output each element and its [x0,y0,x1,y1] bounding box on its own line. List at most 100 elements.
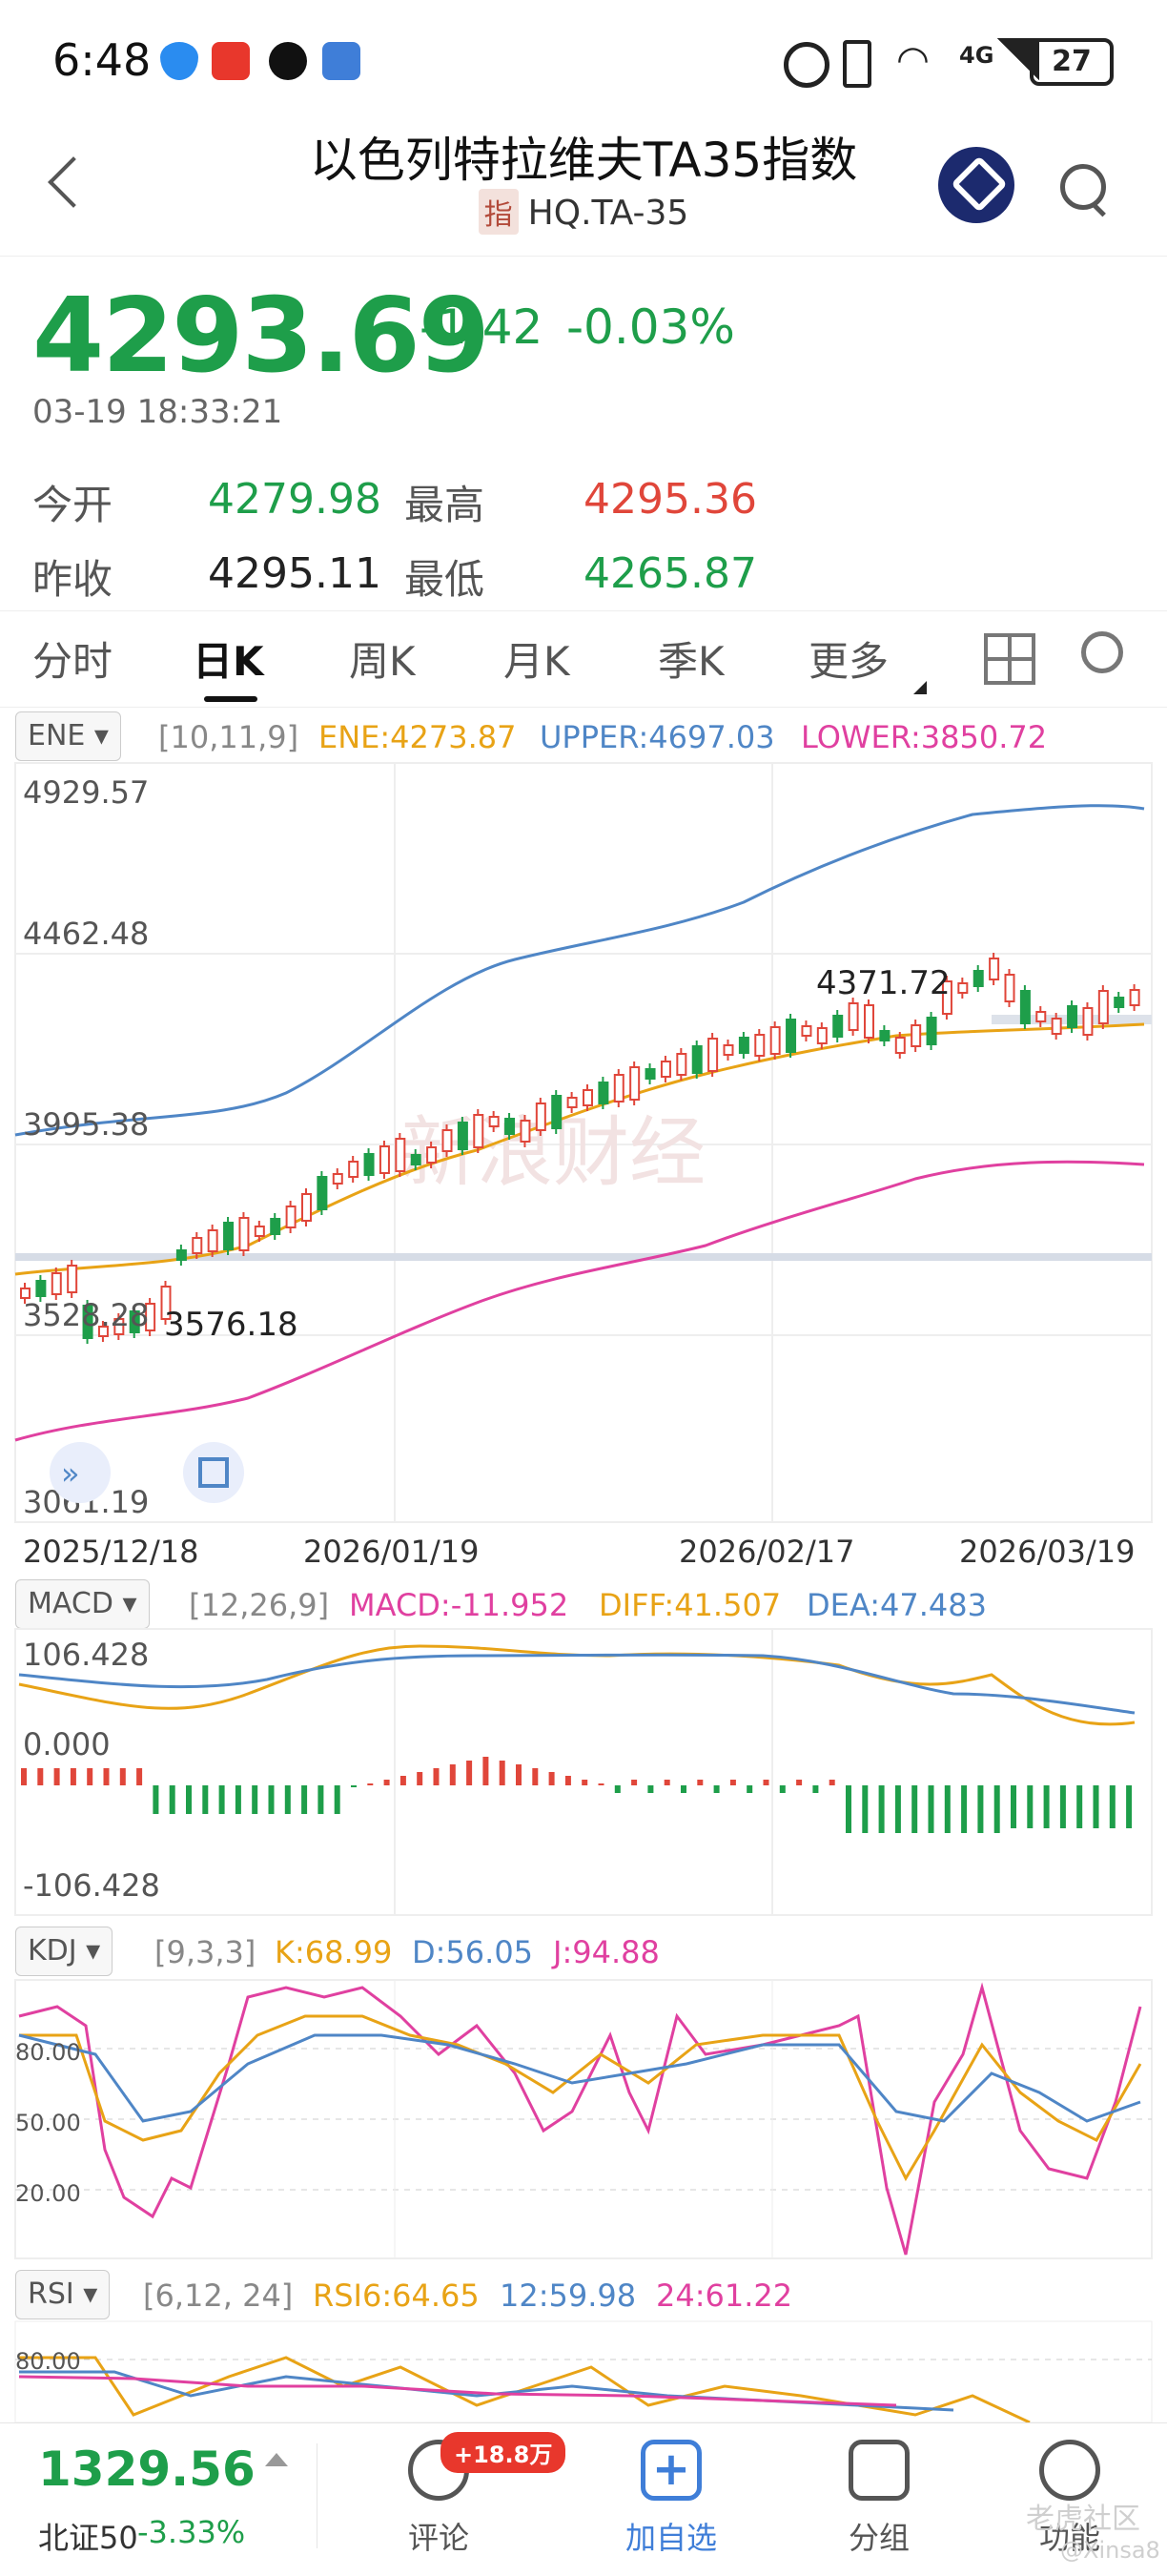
comment-label[interactable]: 评论 [408,2520,470,2556]
add-watchlist-label[interactable]: 加自选 [625,2520,718,2556]
candle [676,1053,687,1076]
fullscreen-button[interactable] [183,1442,244,1503]
candle [879,1030,891,1041]
add-watchlist-icon[interactable]: + [641,2440,702,2501]
candle [488,1116,500,1127]
kdj-y-20: 20.00 [15,2180,81,2207]
page-title: 以色列特拉维夫TA35指数 [309,133,858,188]
candle [957,982,969,994]
status-bar: 6:48 ◠ 4G 27 [0,0,1167,114]
candle [911,1024,922,1047]
wifi-icon: ◠ [896,38,930,82]
candle [520,1120,531,1143]
settings-gear-icon[interactable] [1081,631,1123,673]
grid-layout-icon[interactable] [984,633,1035,685]
macd-bar [729,1780,736,1785]
candle [613,1074,624,1103]
candle [1004,974,1015,1002]
macd-bar [87,1768,93,1785]
quote-timestamp: 03-19 18:33:21 [32,393,283,431]
candle [629,1066,641,1101]
macd-bar [647,1785,654,1793]
candlestick-chart[interactable]: 新浪财经 4371.72 3576.18 4929.57 4462.48 399… [0,759,1167,1528]
tab-quarterly-k[interactable]: 季K [658,638,725,685]
tab-monthly-k[interactable]: 月K [503,638,570,685]
macd-name: MACD [28,1587,113,1620]
candle [363,1153,375,1176]
rsi6-value: RSI6:64.65 [313,2277,480,2314]
macd-bar [631,1780,638,1785]
bottom-index-value[interactable]: 1329.56 [38,2442,256,2497]
y-label-3: 3995.38 [23,1106,149,1143]
trough-annotation: 3576.18 [164,1306,298,1344]
rsi24-value: 24:61.22 [656,2277,793,2314]
macd-bar [796,1780,803,1785]
index-code: HQ.TA-35 [527,194,689,233]
status-time: 6:48 [52,34,152,86]
rsi24-line [18,2375,897,2407]
macd-chart[interactable]: 106.428 0.000 -106.428 [0,1627,1167,1917]
low-value: 4265.87 [584,549,757,598]
macd-bar [433,1768,440,1785]
ai-logo-icon [951,155,1008,213]
macd-bar [977,1785,984,1833]
more-dropdown-icon [913,681,927,694]
candle [1051,1018,1062,1035]
macd-bar [499,1761,505,1785]
dea-line [18,1653,1136,1715]
rsi12-value: 12:59.98 [500,2277,637,2314]
macd-bar [993,1785,1000,1833]
function-menu-icon[interactable] [1039,2440,1100,2501]
candle [754,1034,766,1057]
candle [97,1326,109,1337]
high-value: 4295.36 [584,475,757,524]
upper-band-line [14,804,1145,1137]
rsi6-line [19,2356,1031,2422]
ene-indicator-select[interactable]: ENE ▾ [15,711,121,761]
candle [301,1193,312,1222]
candles-group [20,953,1140,1344]
search-icon[interactable] [1060,164,1106,210]
candle [238,1217,250,1251]
kdj-indicator-select[interactable]: KDJ ▾ [15,1927,113,1976]
tab-daily-k[interactable]: 日K [193,638,264,685]
expand-button[interactable] [50,1442,111,1503]
tab-more[interactable]: 更多 [809,638,890,685]
macd-indicator-select[interactable]: MACD ▾ [15,1579,150,1629]
candle [645,1068,656,1080]
candle [1035,1011,1047,1022]
macd-bar [417,1772,423,1785]
candle [691,1045,703,1074]
candle [769,1026,781,1055]
group-label[interactable]: 分组 [849,2520,911,2556]
candle [1097,990,1109,1024]
candle [832,1015,844,1038]
tab-intraday[interactable]: 分时 [32,638,113,685]
candle [1019,990,1031,1024]
macd-y-zero: 0.000 [23,1726,111,1762]
macd-bar [1027,1785,1034,1828]
macd-bar [153,1785,159,1814]
macd-bar [582,1780,588,1785]
kdj-chart[interactable]: 80.00 50.00 20.00 [0,1978,1167,2260]
macd-bar [103,1768,110,1785]
lower-value: LOWER:3850.72 [801,719,1048,755]
candle [551,1095,563,1129]
candle [926,1017,937,1045]
candle [566,1097,578,1108]
ai-assistant-button[interactable] [938,147,1014,223]
date-label-4: 2026/03/19 [959,1534,1136,1570]
macd-bar [1011,1785,1016,1828]
bottom-index-name: 北证50 [38,2520,138,2556]
k-value: K:68.99 [275,1934,393,1970]
candle [738,1037,749,1054]
candle [972,970,984,987]
group-icon[interactable] [849,2440,910,2501]
macd-bar [268,1785,275,1814]
rsi-indicator-select[interactable]: RSI ▾ [15,2270,111,2319]
macd-bar [482,1757,489,1785]
rsi-chart[interactable]: 80.00 [0,2319,1167,2422]
high-label: 最高 [404,482,485,528]
function-label[interactable]: 功能 [1039,2520,1101,2556]
tab-weekly-k[interactable]: 周K [349,638,416,685]
